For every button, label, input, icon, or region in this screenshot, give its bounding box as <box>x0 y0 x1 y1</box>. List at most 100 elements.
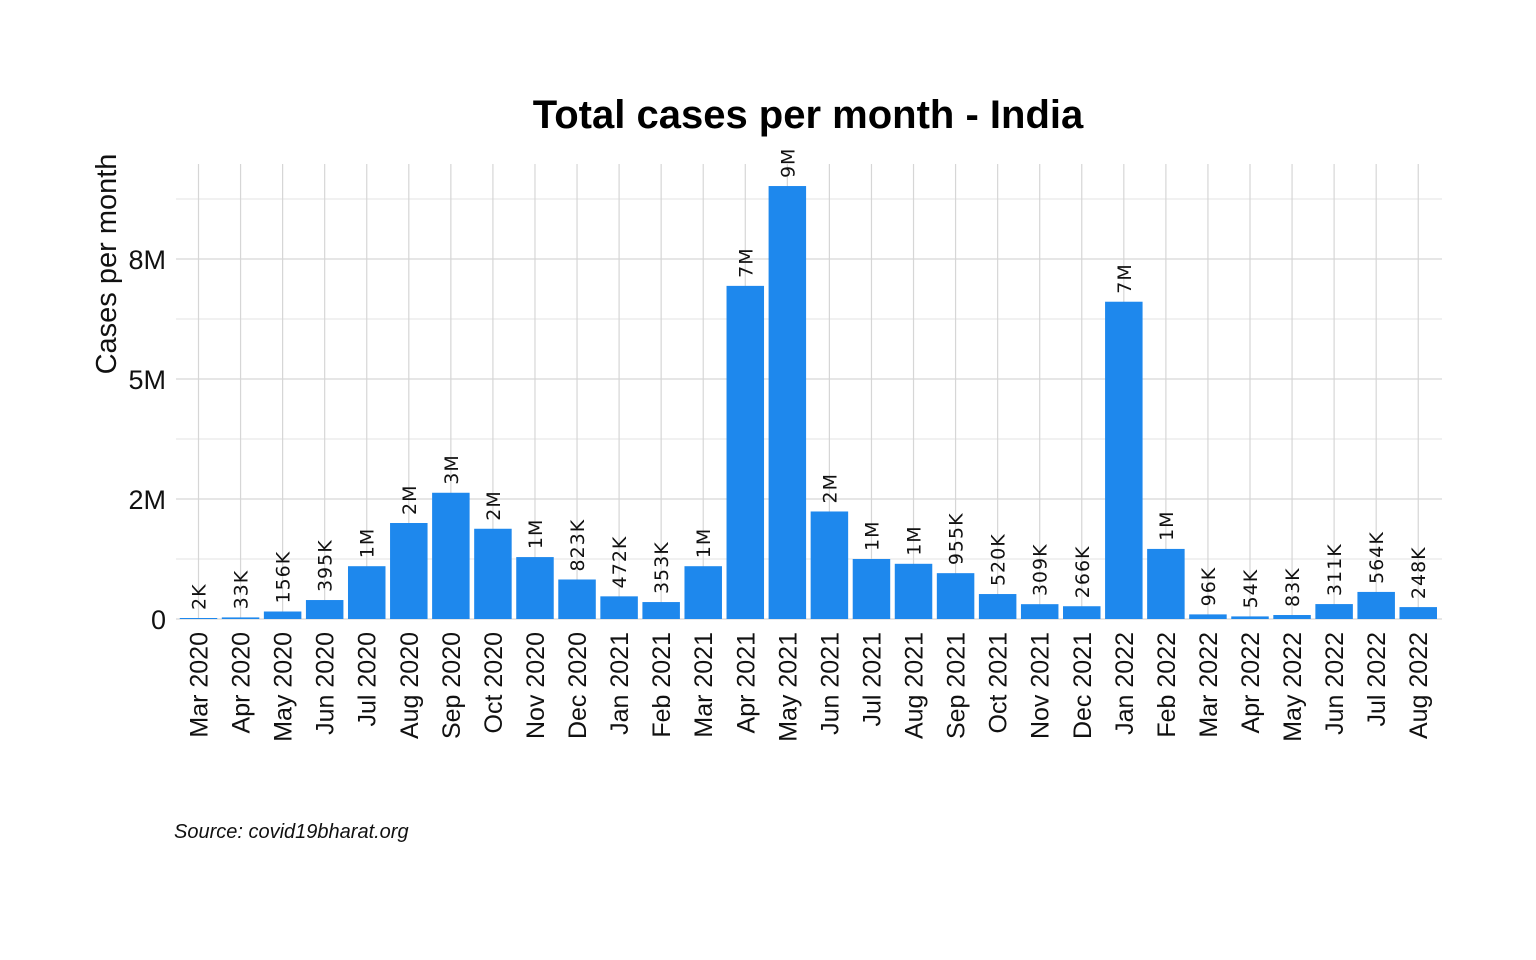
bar <box>347 566 386 619</box>
x-tick-label: Apr 2020 <box>228 632 256 733</box>
data-label: 472K <box>609 536 631 589</box>
bar <box>390 523 428 619</box>
bar <box>1147 548 1185 619</box>
y-axis-ticks: 0 2M 5M 8M <box>128 245 166 635</box>
data-label: 564K <box>1366 531 1388 584</box>
bar <box>179 618 218 619</box>
y-axis-label: Cases per month <box>91 154 123 375</box>
x-axis-ticks: Mar 2020 Apr 2020 May 2020 Jun 2020 Jul 2020… <box>186 632 1434 742</box>
data-label: 520K <box>988 533 1010 586</box>
bar <box>221 617 260 619</box>
data-label: 1M <box>525 519 547 549</box>
bar <box>768 186 807 620</box>
x-tick-label: May 2020 <box>270 632 298 742</box>
data-label: 2K <box>189 583 211 610</box>
data-label: 54K <box>1240 569 1262 609</box>
bar <box>558 579 596 619</box>
bar <box>1105 301 1143 619</box>
x-tick-label: Aug 2020 <box>396 632 424 739</box>
bar <box>936 573 975 619</box>
bars <box>179 186 1437 620</box>
x-tick-label: Feb 2022 <box>1153 632 1181 738</box>
x-tick-label: Nov 2020 <box>522 632 550 739</box>
data-label: 311K <box>1324 543 1346 596</box>
bar <box>1063 606 1101 619</box>
data-label: 1M <box>1156 510 1178 540</box>
data-label: 156K <box>273 551 295 604</box>
x-tick-label: Dec 2021 <box>1069 632 1097 739</box>
bar <box>263 611 302 619</box>
bar <box>1357 591 1395 619</box>
y-tick-label: 0 <box>151 605 166 635</box>
data-label: 7M <box>1114 263 1136 293</box>
x-tick-label: Mar 2022 <box>1195 632 1223 738</box>
x-tick-label: Oct 2020 <box>480 632 508 733</box>
data-label: 33K <box>231 570 253 610</box>
x-tick-label: Jul 2022 <box>1363 632 1391 727</box>
bar <box>1315 604 1353 619</box>
data-label: 823K <box>567 519 589 572</box>
source-caption: Source: covid19bharat.org <box>174 821 409 843</box>
bar <box>474 528 512 619</box>
x-tick-label: Aug 2021 <box>901 632 929 739</box>
bar <box>305 600 344 619</box>
bar <box>684 566 722 619</box>
x-tick-label: Mar 2020 <box>186 632 214 738</box>
y-tick-label: 5M <box>128 365 166 395</box>
x-tick-label: Mar 2021 <box>690 632 718 738</box>
data-label: 9M <box>777 148 799 178</box>
x-tick-label: Feb 2021 <box>648 632 676 738</box>
x-tick-label: Jul 2020 <box>354 632 382 727</box>
bar <box>1231 616 1269 619</box>
x-tick-label: Jun 2020 <box>312 632 340 735</box>
bar <box>1273 615 1311 619</box>
data-label: 1M <box>861 521 883 551</box>
bar <box>1020 604 1059 619</box>
bar <box>1189 614 1227 619</box>
data-label: 266K <box>1072 545 1094 598</box>
bar <box>516 557 554 619</box>
x-tick-label: Nov 2021 <box>1027 632 1055 739</box>
bar <box>852 559 891 619</box>
data-label: 353K <box>651 541 673 594</box>
y-tick-label: 8M <box>128 245 166 275</box>
x-tick-label: Apr 2021 <box>732 632 760 733</box>
x-tick-label: Jan 2022 <box>1111 632 1139 735</box>
bar <box>726 285 765 619</box>
data-label: 3M <box>441 454 463 484</box>
x-tick-label: Jul 2021 <box>858 632 886 727</box>
x-tick-label: Dec 2020 <box>564 632 592 739</box>
bar <box>978 594 1017 619</box>
x-tick-label: Sep 2020 <box>438 632 466 739</box>
data-label: 955K <box>946 512 968 565</box>
data-label: 1M <box>904 525 926 555</box>
x-tick-label: May 2022 <box>1279 632 1307 742</box>
data-label: 2M <box>399 485 421 515</box>
bar <box>1399 607 1437 619</box>
y-tick-label: 2M <box>128 485 166 515</box>
data-label: 83K <box>1282 567 1304 607</box>
data-labels: 2K 33K 156K 395K 1M 2M 3M 2M 1M 823K 472K 353K 1M 7M 9… <box>189 148 1431 610</box>
x-tick-label: May 2021 <box>774 632 802 742</box>
data-label: 1M <box>693 528 715 558</box>
x-tick-label: Aug 2022 <box>1405 632 1433 739</box>
x-tick-label: Apr 2022 <box>1237 632 1265 733</box>
bar <box>600 596 638 619</box>
x-tick-label: Jan 2021 <box>606 632 634 735</box>
data-label: 395K <box>315 539 337 592</box>
x-tick-label: Jun 2021 <box>816 632 844 735</box>
data-label: 248K <box>1408 546 1430 599</box>
data-label: 2M <box>483 490 505 520</box>
x-tick-label: Sep 2021 <box>943 632 971 739</box>
bar <box>894 563 933 619</box>
data-label: 96K <box>1198 567 1220 607</box>
chart-title: Total cases per month - India <box>533 93 1084 137</box>
bar <box>810 511 849 619</box>
x-tick-label: Jun 2022 <box>1321 632 1349 735</box>
bar <box>432 492 470 619</box>
data-label: 1M <box>357 528 379 558</box>
data-label: 309K <box>1030 543 1052 596</box>
data-label: 2M <box>819 473 841 503</box>
data-label: 7M <box>735 247 757 277</box>
